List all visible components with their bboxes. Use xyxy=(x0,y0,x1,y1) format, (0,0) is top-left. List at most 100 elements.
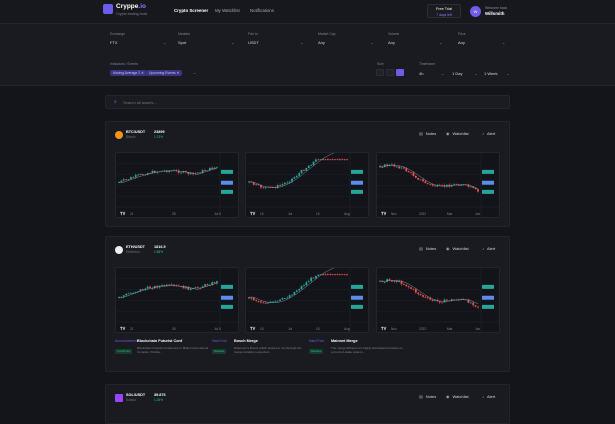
event-title[interactable]: Mainnet Merge xyxy=(331,339,358,343)
candle-body xyxy=(250,297,253,299)
coin-card-sol: SOL/USDT Solana 39.876 1.26% ▤ Notes ◉ Wat… xyxy=(105,384,510,424)
notes-button[interactable]: ▤ Notes xyxy=(419,246,437,251)
markets-select[interactable]: Spot xyxy=(178,40,187,45)
x-tick-label: Mar xyxy=(447,212,453,216)
size-small-button[interactable] xyxy=(376,69,384,76)
candle-body xyxy=(216,166,218,168)
event-item[interactable]: Announcement Blockchain Futurist Conf Bl… xyxy=(115,339,210,369)
price-chart[interactable]: 15 Jul 15 Aug 𝐓𝐕 xyxy=(245,267,369,333)
candle-body xyxy=(139,289,142,292)
candle-body xyxy=(125,293,128,296)
candle-body xyxy=(443,185,446,187)
search-icon: ⌕ xyxy=(114,99,117,105)
nav-my-watchlist[interactable]: My Watchlist xyxy=(215,8,240,13)
candle-body xyxy=(127,179,130,180)
size-medium-button[interactable] xyxy=(386,69,394,76)
x-tick-label: Jul xyxy=(288,327,292,331)
timeframe-select-2[interactable]: 1 Day xyxy=(452,71,463,76)
candle-body xyxy=(307,165,310,169)
timeframe-select-3[interactable]: 1 Week xyxy=(484,71,498,76)
alert-button[interactable]: ♪ Alert xyxy=(482,131,496,136)
price-select[interactable]: Any xyxy=(458,40,465,45)
candle-body xyxy=(346,159,348,161)
candle-body xyxy=(322,159,324,161)
watchlist-button[interactable]: ◉ Watchlist xyxy=(446,394,469,399)
timeframe-select-1[interactable]: 4h xyxy=(419,71,424,76)
candlestick-svg: 21 28 Jul 5 𝐓𝐕 xyxy=(116,153,238,217)
price-tag xyxy=(482,284,494,289)
exchange-select[interactable]: FTX xyxy=(110,40,118,45)
price-chart[interactable]: Nov 2022 Mar Jun 𝐓𝐕 xyxy=(376,267,500,333)
candle-body xyxy=(132,292,135,294)
coin-card-btc: BTC/USDT Bitcoin 23899 1.13% ▤ Notes ◉ Wat… xyxy=(105,121,510,227)
candle-body xyxy=(189,172,192,175)
candle-body xyxy=(391,164,393,166)
candle-body xyxy=(163,285,166,287)
moving-average-line xyxy=(380,165,479,190)
x-tick-label: 21 xyxy=(130,212,134,216)
tradingview-logo: 𝐓𝐕 xyxy=(120,211,126,216)
candle-body xyxy=(341,274,344,276)
candle-body xyxy=(264,302,267,304)
candle-body xyxy=(417,177,420,180)
alert-button[interactable]: ♪ Alert xyxy=(482,246,496,251)
nav-notifications[interactable]: Notifications xyxy=(250,8,274,13)
free-trial-button[interactable]: Free Trial 7 days left xyxy=(427,4,461,18)
candle-body xyxy=(177,170,180,173)
coin-symbol[interactable]: BTC/USDT xyxy=(126,130,146,134)
candle-body xyxy=(122,295,125,297)
event-item[interactable]: Hard Fork Mainnet Merge The merge (Ether… xyxy=(309,339,404,369)
nav-crypto-screener[interactable]: Crypto Screener xyxy=(174,8,209,13)
size-label: Size xyxy=(377,62,384,66)
candle-body xyxy=(142,173,144,175)
logo-icon[interactable] xyxy=(103,4,113,14)
candle-body xyxy=(472,186,475,188)
pair-to-label: Pair to xyxy=(248,32,258,36)
candle-body xyxy=(469,186,472,188)
tradingview-logo: 𝐓𝐕 xyxy=(120,326,126,331)
price-tag xyxy=(221,295,233,300)
candle-body xyxy=(118,182,120,184)
candle-body xyxy=(448,184,451,187)
candle-body xyxy=(267,186,270,188)
watchlist-button[interactable]: ◉ Watchlist xyxy=(446,131,469,136)
notes-button[interactable]: ▤ Notes xyxy=(419,131,437,136)
search-bar[interactable]: ⌕ Search all assets... xyxy=(105,95,510,109)
bell-icon: ♪ xyxy=(482,246,484,251)
indicator-chip[interactable]: Upcoming Events ✕ xyxy=(146,70,183,76)
candle-body xyxy=(213,167,216,170)
user-name[interactable]: Willsmith xyxy=(485,11,505,16)
market-cap-select[interactable]: Any xyxy=(318,40,325,45)
candle-body xyxy=(185,286,187,289)
pair-to-select[interactable]: USDT xyxy=(248,40,259,45)
price-chart[interactable]: 15 Jul 15 Aug 𝐓𝐕 xyxy=(245,152,369,218)
size-large-button[interactable] xyxy=(396,69,404,76)
coin-symbol[interactable]: SOL/USDT xyxy=(126,393,146,397)
top-bar: Cryppe.io Crypto trading tools Crypto Sc… xyxy=(0,0,615,24)
price-tag xyxy=(221,180,233,185)
price-chart[interactable]: 21 28 Jul 5 𝐓𝐕 xyxy=(115,152,239,218)
brand-name[interactable]: Cryppe.io xyxy=(116,3,146,10)
notes-button[interactable]: ▤ Notes xyxy=(419,394,437,399)
watchlist-button[interactable]: ◉ Watchlist xyxy=(446,246,469,251)
price-chart[interactable]: 21 28 Jul 5 𝐓𝐕 xyxy=(115,267,239,333)
candle-body xyxy=(434,300,436,301)
tradingview-logo: 𝐓𝐕 xyxy=(250,326,256,331)
price-chart[interactable]: Nov 2022 Mar Jun 𝐓𝐕 xyxy=(376,152,500,218)
alert-button[interactable]: ♪ Alert xyxy=(482,394,496,399)
indicator-chip[interactable]: Moving Average 2 ✕ xyxy=(110,70,147,76)
coin-symbol[interactable]: ETH/USDT xyxy=(126,245,145,249)
event-title[interactable]: Blockchain Futurist Conf xyxy=(137,339,183,343)
event-item[interactable]: Hard Fork Bosch Merge Ethereum's Bosch p… xyxy=(212,339,307,369)
candle-body xyxy=(211,167,214,170)
search-input[interactable]: Search all assets... xyxy=(123,100,157,105)
candle-body xyxy=(438,184,441,186)
candle-body xyxy=(252,297,255,301)
volume-select[interactable]: Any xyxy=(388,40,395,45)
candle-body xyxy=(310,165,313,166)
ethereum-icon xyxy=(115,246,123,254)
event-title[interactable]: Bosch Merge xyxy=(234,339,258,343)
avatar[interactable]: W xyxy=(470,6,481,17)
candle-body xyxy=(298,173,301,176)
candle-body xyxy=(142,289,144,291)
